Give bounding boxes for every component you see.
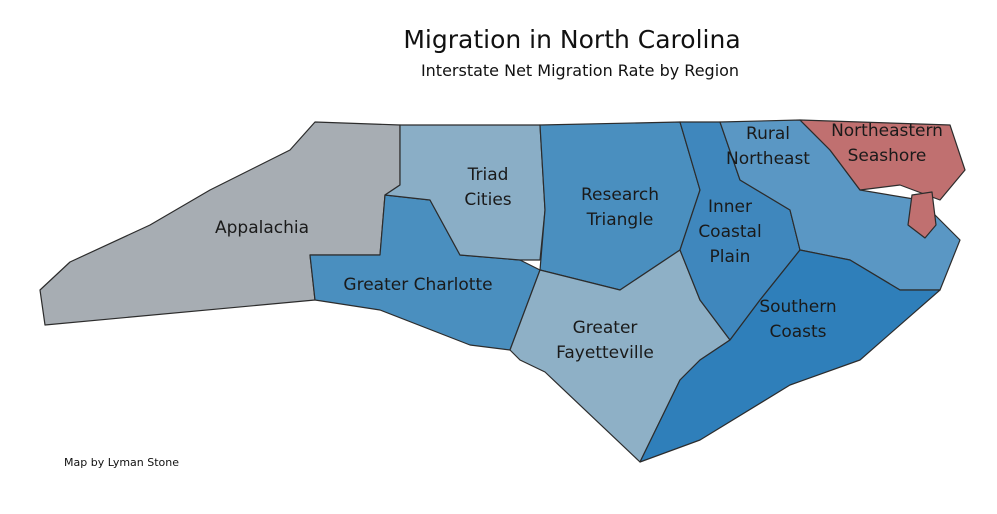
region-label: Inner xyxy=(708,197,752,217)
region-label: Triad xyxy=(467,165,509,185)
region-southern-coasts xyxy=(639,249,941,463)
region-label: Seashore xyxy=(848,146,927,166)
region-label: Coasts xyxy=(769,322,826,342)
region-label: Northeastern xyxy=(831,121,943,141)
island xyxy=(907,191,937,239)
regions xyxy=(39,119,966,463)
title: Migration in North Carolina xyxy=(403,25,740,54)
region-label: Plain xyxy=(710,247,751,267)
region-label: Greater Charlotte xyxy=(343,275,492,295)
region-ne-seashore xyxy=(799,119,966,201)
region-charlotte xyxy=(309,194,541,351)
credit: Map by Lyman Stone xyxy=(64,456,179,469)
subtitle: Interstate Net Migration Rate by Region xyxy=(421,61,739,80)
region-label: Appalachia xyxy=(215,218,309,238)
region-label: Cities xyxy=(464,190,511,210)
region-label: Northeast xyxy=(726,149,810,169)
region-label: Greater xyxy=(573,318,638,338)
region-labels: Appalachia Greater Charlotte Triad Cities Re… xyxy=(215,121,943,363)
region-label: Coastal xyxy=(698,222,761,242)
region-label: Southern xyxy=(759,297,836,317)
region-label: Triangle xyxy=(586,210,654,230)
region-triad xyxy=(384,124,546,261)
region-label: Rural xyxy=(746,124,790,144)
region-label: Research xyxy=(581,185,659,205)
region-label: Fayetteville xyxy=(556,343,654,363)
